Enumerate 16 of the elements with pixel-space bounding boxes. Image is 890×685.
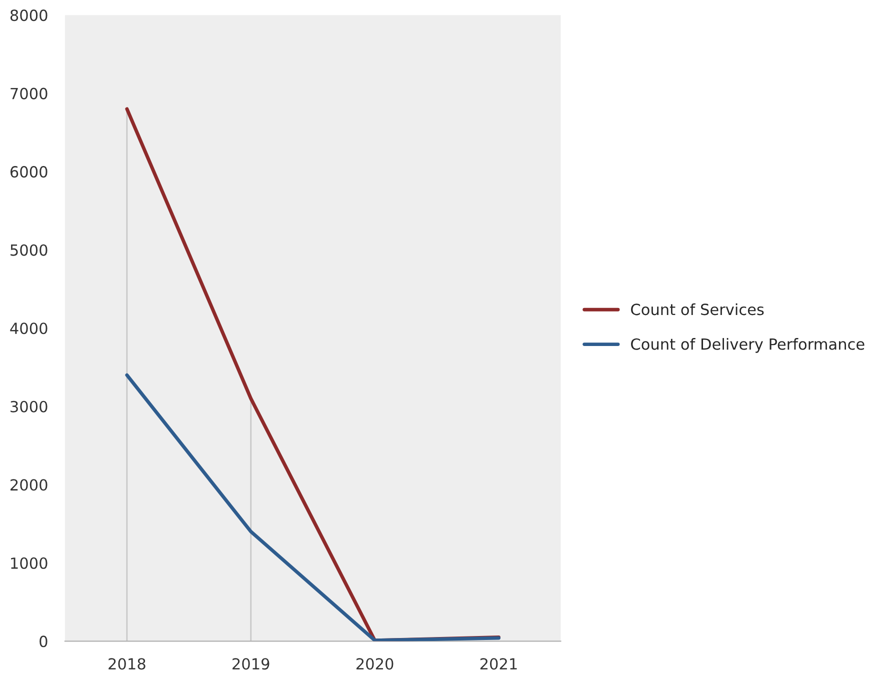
x-tick-label: 2019	[232, 658, 270, 670]
y-tick-label: 6000	[10, 166, 48, 178]
y-tick-label: 0	[40, 636, 48, 648]
y-tick-label: 1000	[11, 557, 48, 569]
legend-label: Count of Services	[631, 303, 764, 316]
line-series	[125, 373, 500, 642]
y-tick-label: 7000	[10, 88, 48, 100]
y-tick-label: 2000	[10, 479, 48, 491]
y-tick-label: 4000	[10, 322, 48, 334]
legend-label: Count of Delivery Performance	[631, 338, 864, 353]
x-tick-label: 2018	[108, 658, 146, 670]
y-tick-label: 8000	[10, 10, 48, 22]
x-tick-label: 2021	[480, 658, 517, 670]
x-tick-label: 2020	[356, 658, 394, 670]
y-tick-label: 5000	[10, 244, 48, 256]
y-tick-label: 3000	[10, 400, 48, 412]
